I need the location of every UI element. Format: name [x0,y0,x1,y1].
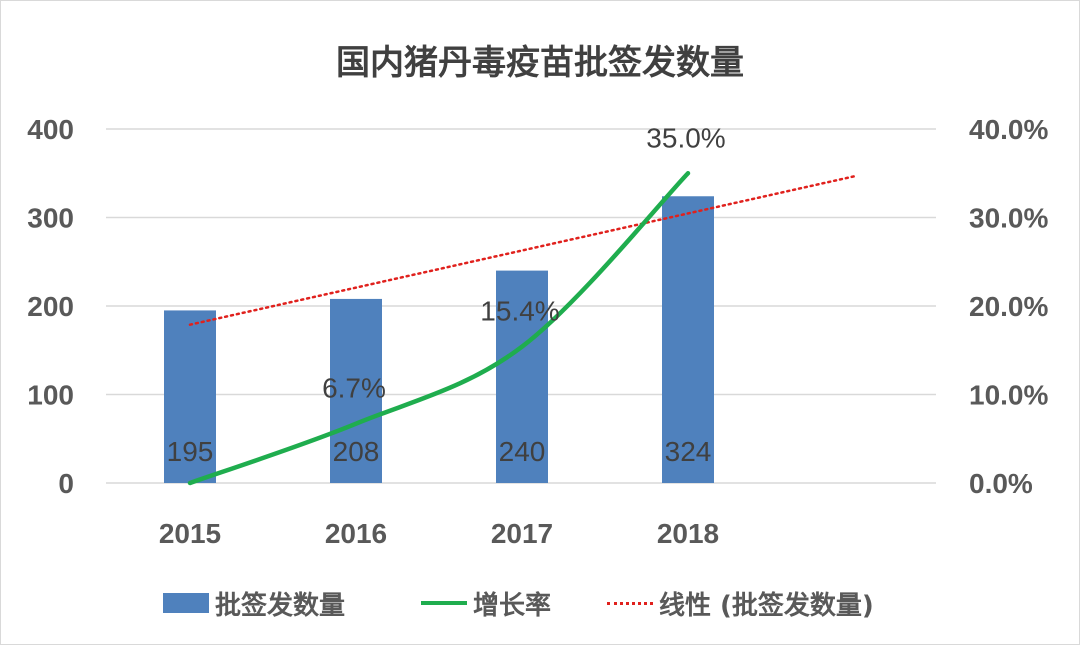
legend-item-trend: 线性 (批签发数量) [607,581,874,625]
legend-item-growth: 增长率 [421,581,551,625]
y-left-tick-label: 300 [27,203,74,234]
x-tick-label: 2017 [491,518,553,549]
x-tick-label: 2016 [325,518,387,549]
legend-label-growth: 增长率 [473,590,552,621]
x-tick-label: 2015 [159,518,221,549]
legend-swatch-line [421,601,467,605]
bar [330,298,382,483]
legend-label-trend: 线性 (批签发数量) [659,590,874,621]
bar [662,196,714,483]
y-right-tick-label: 10.0% [969,380,1048,411]
legend-label-bars: 批签发数量 [215,590,346,621]
bar-data-label: 324 [665,436,712,467]
trendline [188,175,856,326]
bar-data-label: 240 [499,436,546,467]
y-right-tick-label: 0.0% [969,468,1033,499]
growth-data-label: 6.7% [322,373,386,404]
chart-plot: 0 0.0% 100 10.0% 200 20.0% 300 30.0% 400 40.0% 201… [27,114,1048,549]
chart-legend: 批签发数量 增长率 线性 (批签发数量) [1,581,1079,625]
y-left-tick-label: 100 [27,380,74,411]
y-left-tick-label: 200 [27,291,74,322]
bar-data-label: 208 [333,436,380,467]
y-right-tick-label: 30.0% [969,203,1048,234]
x-tick-label: 2018 [657,518,719,549]
y-right-tick-label: 20.0% [969,291,1048,322]
growth-data-label: 15.4% [480,296,559,327]
bar-data-label: 195 [167,436,214,467]
bar [496,270,548,483]
growth-data-label: 35.0% [646,122,725,153]
y-right-tick-label: 40.0% [969,114,1048,145]
y-left-tick-label: 400 [27,114,74,145]
y-left-tick-label: 0 [58,468,74,499]
legend-swatch-bar [163,593,209,613]
legend-item-bars: 批签发数量 [163,581,345,625]
growth-line [187,171,691,486]
bar [164,310,216,483]
chart-title: 国内猪丹毒疫苗批签发数量 [336,43,744,83]
legend-swatch-trend [607,601,653,605]
